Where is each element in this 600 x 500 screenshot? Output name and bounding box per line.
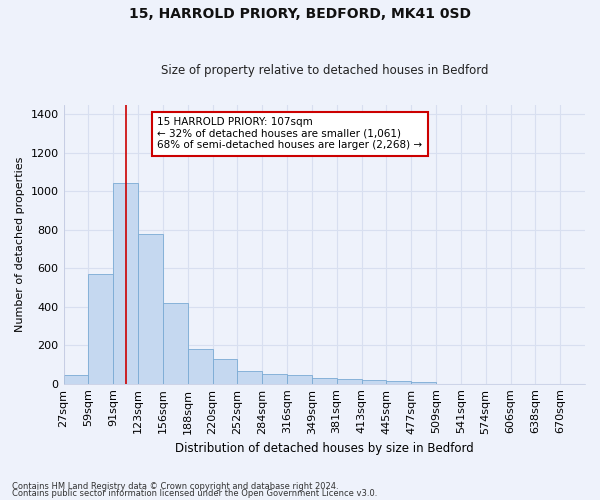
Title: Size of property relative to detached houses in Bedford: Size of property relative to detached ho… — [161, 64, 488, 77]
X-axis label: Distribution of detached houses by size in Bedford: Distribution of detached houses by size … — [175, 442, 473, 455]
Text: Contains HM Land Registry data © Crown copyright and database right 2024.: Contains HM Land Registry data © Crown c… — [12, 482, 338, 491]
Bar — [64, 375, 88, 384]
Bar — [386, 381, 411, 384]
Bar — [411, 382, 436, 384]
Bar — [287, 375, 312, 384]
Text: 15, HARROLD PRIORY, BEDFORD, MK41 0SD: 15, HARROLD PRIORY, BEDFORD, MK41 0SD — [129, 8, 471, 22]
Text: Contains public sector information licensed under the Open Government Licence v3: Contains public sector information licen… — [12, 489, 377, 498]
Bar — [238, 371, 262, 384]
Y-axis label: Number of detached properties: Number of detached properties — [15, 156, 25, 332]
Bar — [212, 358, 238, 384]
Bar — [262, 374, 287, 384]
Bar — [312, 378, 337, 384]
Bar — [113, 184, 138, 384]
Bar — [362, 380, 386, 384]
Bar — [163, 303, 188, 384]
Bar — [337, 379, 362, 384]
Bar — [138, 234, 163, 384]
Text: 15 HARROLD PRIORY: 107sqm
← 32% of detached houses are smaller (1,061)
68% of se: 15 HARROLD PRIORY: 107sqm ← 32% of detac… — [157, 117, 422, 150]
Bar — [88, 274, 113, 384]
Bar — [188, 349, 212, 384]
